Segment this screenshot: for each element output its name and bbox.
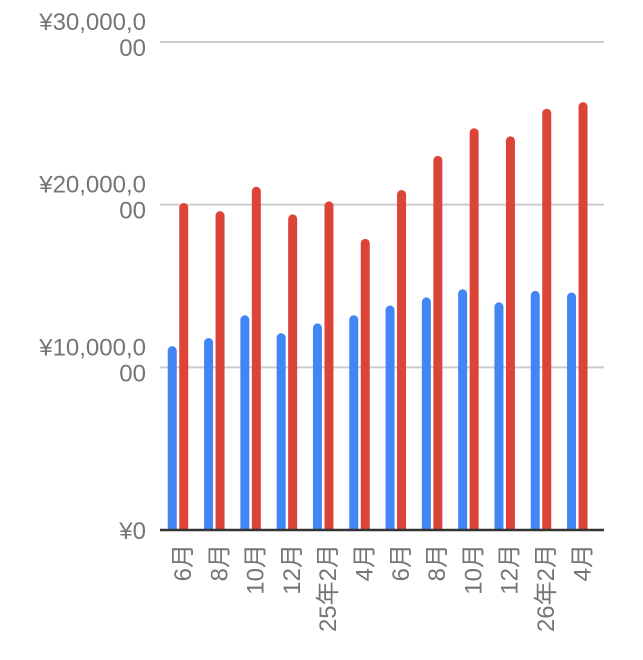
- bar-series0-0: [167, 346, 177, 530]
- bar-series1-6: [397, 190, 407, 530]
- bar-series0-8: [458, 289, 468, 530]
- bar-series1-10: [542, 108, 552, 530]
- y-tick-label: 00: [119, 360, 146, 387]
- bars-layer: [167, 102, 588, 531]
- y-tick-label: 00: [119, 35, 146, 62]
- bar-series0-11: [567, 292, 577, 530]
- bar-series1-11: [578, 102, 588, 530]
- bar-series1-5: [360, 238, 370, 530]
- y-axis-labels: ¥0¥10,000,000¥20,000,000¥30,000,000: [38, 9, 146, 545]
- bar-series0-7: [421, 297, 431, 530]
- bar-series1-0: [179, 203, 189, 531]
- bar-series1-2: [251, 186, 261, 531]
- x-tick-label-2: 10月: [243, 544, 270, 595]
- bar-series0-5: [349, 315, 359, 530]
- bar-series0-6: [385, 305, 395, 530]
- bar-series1-1: [215, 211, 225, 530]
- grid-layer: [160, 41, 604, 369]
- x-tick-label-0: 6月: [170, 544, 197, 581]
- y-tick-label: 00: [119, 198, 146, 225]
- bar-series0-1: [204, 338, 214, 530]
- bar-series1-9: [505, 136, 515, 530]
- bar-series0-10: [530, 290, 540, 530]
- bar-series1-3: [288, 214, 298, 530]
- bar-series1-8: [469, 128, 479, 531]
- x-tick-label-11: 4月: [569, 544, 596, 581]
- bar-series0-9: [494, 302, 504, 530]
- y-tick-label: ¥10,000,0: [38, 334, 146, 361]
- y-tick-label: ¥20,000,0: [38, 172, 146, 199]
- x-axis-labels: 6月 8月 10月 12月 25年2月 4月 6月 8月 10月 12月 26年2月 4月: [170, 544, 596, 632]
- x-tick-label-6: 6月: [388, 544, 415, 581]
- bar-series1-4: [324, 201, 334, 530]
- x-tick-label-1: 8月: [206, 544, 233, 581]
- x-tick-label-3: 12月: [279, 544, 306, 595]
- x-tick-label-7: 8月: [424, 544, 451, 581]
- x-tick-label-5: 4月: [352, 544, 379, 581]
- bar-series1-7: [433, 155, 443, 530]
- x-tick-label-8: 10月: [460, 544, 487, 595]
- y-tick-label: ¥0: [118, 518, 146, 545]
- bar-series0-3: [276, 333, 286, 530]
- y-tick-label: ¥30,000,0: [38, 9, 146, 36]
- x-tick-label-10: 26年2月: [533, 544, 560, 632]
- x-tick-label-9: 12月: [497, 544, 524, 595]
- x-tick-label-4: 25年2月: [315, 544, 342, 632]
- bar-series0-4: [312, 323, 322, 530]
- bar-series0-2: [240, 315, 250, 530]
